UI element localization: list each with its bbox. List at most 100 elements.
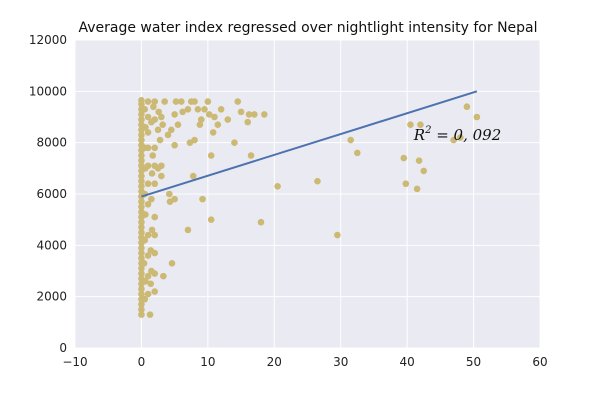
data-point (207, 152, 215, 159)
x-tick-label: 10 (200, 355, 215, 369)
data-point (334, 231, 341, 239)
data-point (184, 226, 192, 234)
data-point (138, 306, 145, 313)
data-point (151, 288, 159, 295)
data-point (257, 218, 265, 226)
data-point (154, 126, 162, 134)
data-point (234, 98, 242, 105)
data-point (138, 152, 145, 159)
data-point (144, 200, 152, 208)
data-point (237, 108, 245, 116)
data-point (138, 198, 145, 205)
data-point (314, 177, 321, 185)
chart-title: Average water index regressed over night… (78, 20, 537, 36)
data-point (407, 121, 414, 128)
data-point (151, 249, 159, 257)
y-tick-label: 12000 (29, 33, 67, 47)
data-point (172, 98, 180, 105)
data-point (138, 224, 145, 231)
data-point (138, 172, 145, 180)
y-tick-label: 2000 (36, 290, 67, 304)
data-point (197, 116, 205, 123)
data-point (199, 195, 206, 203)
data-point (142, 211, 149, 218)
data-point (231, 139, 238, 146)
data-point (138, 203, 145, 211)
data-point (144, 129, 152, 136)
data-point (138, 285, 145, 293)
x-tick-label: 60 (532, 355, 547, 369)
x-tick-label: 0 (138, 355, 146, 369)
data-point (141, 295, 149, 303)
data-point (463, 103, 471, 111)
data-point (164, 131, 172, 139)
data-point (138, 311, 145, 318)
data-point (420, 167, 428, 175)
data-point (138, 270, 145, 277)
data-point (148, 226, 156, 234)
data-point (148, 195, 155, 203)
data-point (138, 244, 145, 252)
data-point (142, 277, 149, 285)
data-point (166, 190, 173, 198)
data-point (158, 162, 165, 170)
data-point (138, 254, 145, 262)
x-tick-label: 20 (267, 355, 282, 369)
data-point (209, 129, 217, 136)
data-point (155, 108, 162, 116)
data-point (151, 98, 159, 105)
data-point (144, 231, 152, 239)
data-point (196, 121, 204, 128)
y-tick-label: 0 (59, 341, 67, 355)
data-point (158, 172, 165, 180)
data-point (138, 157, 145, 164)
x-tick-label: 30 (333, 355, 348, 369)
annotation-superscript: 2 (424, 125, 431, 136)
data-point (142, 123, 149, 131)
data-point (150, 103, 157, 111)
data-point (140, 260, 148, 267)
y-tick-label: 8000 (36, 136, 67, 150)
data-point (251, 111, 258, 118)
data-point (141, 106, 149, 113)
data-point (204, 98, 212, 105)
data-point (138, 116, 145, 123)
data-point (400, 154, 408, 162)
data-point (151, 270, 159, 277)
data-point (147, 280, 155, 288)
data-point (149, 152, 157, 159)
data-point (247, 152, 255, 159)
data-point (402, 180, 410, 188)
data-point (217, 106, 225, 113)
data-point (144, 144, 152, 152)
data-point (205, 111, 213, 118)
data-point (138, 177, 145, 185)
y-tick-label: 4000 (36, 238, 67, 252)
data-point (158, 113, 165, 121)
data-point (138, 249, 145, 257)
data-point (168, 126, 175, 134)
data-point (138, 301, 145, 308)
data-point (168, 260, 176, 267)
data-point (151, 144, 159, 152)
data-point (179, 108, 186, 116)
data-point (347, 136, 354, 144)
data-point (224, 116, 232, 123)
data-point (244, 118, 252, 126)
data-point (159, 121, 166, 128)
data-point (138, 111, 145, 118)
data-point (171, 111, 178, 118)
data-point (148, 170, 156, 177)
data-point (184, 106, 192, 113)
regression-line (141, 90, 478, 198)
data-point (174, 121, 182, 128)
data-point (151, 213, 159, 221)
data-point (156, 136, 164, 144)
data-point (415, 157, 423, 164)
data-point (161, 98, 168, 105)
x-axis-ticks: −10 0 10 20 30 40 50 60 (62, 355, 547, 369)
r-squared-annotation: R2 = 0, 092 (413, 125, 502, 144)
y-axis-ticks: 0 2000 4000 6000 8000 10000 12000 (29, 33, 67, 355)
data-point (413, 185, 421, 193)
